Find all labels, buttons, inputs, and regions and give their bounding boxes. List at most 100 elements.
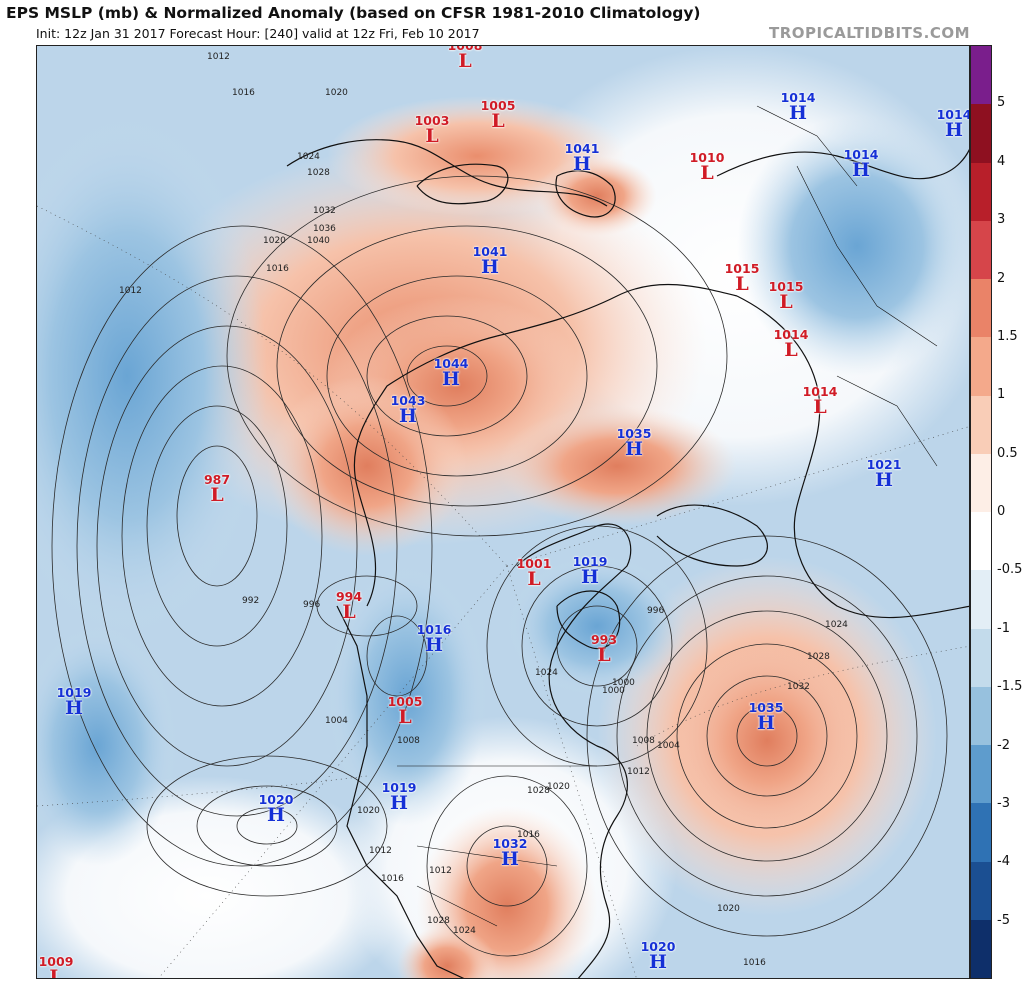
low-letter: L: [597, 643, 611, 666]
mslp-anomaly-map: 1008 L 1005 L 1003 L 1041 H 1014 H 1014 H 1014 H 1010 L…: [36, 45, 970, 979]
colorbar-tick-label: -3: [997, 795, 1010, 811]
pressure-value: 1014: [843, 147, 879, 162]
pressure-value: 1035: [748, 700, 784, 715]
isobar-label: 1004: [657, 741, 680, 751]
isobar-label: 992: [242, 596, 260, 606]
pressure-value: 1005: [480, 98, 516, 113]
chart-title: EPS MSLP (mb) & Normalized Anomaly (base…: [6, 4, 701, 22]
isobar-label: 1028: [307, 168, 330, 178]
pressure-value: 987: [203, 472, 231, 487]
high-letter: H: [757, 711, 775, 734]
pressure-value: 993: [590, 632, 618, 647]
high-letter: H: [442, 367, 460, 390]
high-pressure-center: 1021 H: [866, 457, 902, 491]
colorbar-segment: [971, 162, 991, 221]
isobar-label: 1024: [535, 668, 558, 678]
colorbar-segment: [971, 453, 991, 512]
colorbar-segment: [971, 279, 991, 338]
colorbar-segment: [971, 512, 991, 571]
pressure-value: 1021: [866, 457, 902, 472]
high-pressure-center: 1014 H: [936, 107, 970, 141]
high-letter: H: [267, 803, 285, 826]
isobar-label: 1000: [612, 678, 635, 688]
pressure-value: 1035: [616, 426, 652, 441]
colorbar-tick-label: -5: [997, 912, 1010, 928]
pressure-value: 1015: [768, 279, 804, 294]
low-letter: L: [210, 483, 224, 506]
pressure-value: 1010: [689, 150, 725, 165]
colorbar-tick-label: 3: [997, 212, 1006, 228]
high-letter: H: [945, 118, 963, 141]
colorbar-tick-label: 0: [997, 504, 1006, 519]
colorbar-segment: [971, 919, 991, 978]
colorbar-tick-label: -0.5: [997, 562, 1023, 578]
lat-lon-grid: [37, 205, 969, 978]
low-pressure-center: 993 L: [590, 632, 618, 666]
low-letter: L: [398, 705, 412, 728]
isobar-lines: [51, 175, 948, 957]
low-letter: L: [700, 161, 714, 184]
isobar-label: 996: [303, 600, 321, 610]
pressure-value: 1032: [492, 836, 528, 851]
isobar-label: 1020: [325, 88, 348, 98]
low-pressure-center: 1003 L: [414, 113, 450, 147]
anomaly-warm-alaska: [267, 376, 467, 556]
low-letter: L: [458, 49, 472, 72]
colorbar-tick-label: -4: [997, 854, 1010, 870]
low-pressure-center: 1005 L: [387, 694, 423, 728]
high-letter: H: [581, 565, 599, 588]
isobar-label: 1020: [547, 782, 570, 792]
isobar-label: 1028: [427, 916, 450, 926]
pressure-value: 1003: [414, 113, 450, 128]
colorbar-tick-label: 0.5: [997, 445, 1018, 461]
low-letter: L: [49, 965, 63, 979]
high-pressure-center: 1035 H: [748, 700, 784, 734]
colorbar-segment: [971, 395, 991, 454]
pressure-value: 1014: [936, 107, 970, 122]
low-letter: L: [784, 338, 798, 361]
low-letter: L: [527, 567, 541, 590]
low-pressure-center: 1014 L: [802, 384, 838, 418]
isobar-label: 1032: [787, 682, 810, 692]
high-pressure-center: 1035 H: [616, 426, 652, 460]
colorbar-tick-label: 1: [997, 387, 1006, 403]
high-pressure-center: 1016 H: [417, 623, 452, 655]
low-letter: L: [425, 124, 439, 147]
pressure-value: 1041: [472, 244, 508, 259]
isobar-label: 1012: [119, 286, 142, 296]
high-letter: H: [65, 696, 83, 719]
anomaly-cool-europe: [737, 116, 969, 376]
isobar-label: 1012: [627, 767, 650, 777]
anomaly-cool-canada: [327, 566, 487, 826]
colorbar-segment: [971, 861, 991, 920]
high-pressure-center: 1014 H: [781, 91, 816, 124]
anomaly-cool-pacific: [37, 116, 267, 636]
low-letter: L: [813, 395, 827, 418]
pressure-value: 1014: [802, 384, 838, 399]
isobar-label: 996: [647, 606, 665, 616]
low-letter: L: [735, 272, 749, 295]
pressure-value: 1015: [724, 261, 760, 276]
high-letter: H: [875, 468, 893, 491]
isobar-label: 1004: [325, 716, 348, 726]
colorbar-tick-label: -2: [997, 737, 1010, 753]
colorbar-tick-label: -1: [997, 620, 1010, 636]
high-letter: H: [625, 437, 643, 460]
isobar-label: 1040: [307, 236, 330, 246]
isobar-label: 1016: [743, 958, 766, 968]
colorbar-tick-label: 2: [997, 270, 1006, 286]
isobar-label: 1020: [717, 904, 740, 914]
high-letter: H: [789, 101, 807, 124]
high-letter: H: [501, 847, 519, 870]
low-pressure-center: 1014 L: [774, 328, 809, 361]
isobar-label: 1016: [381, 874, 404, 884]
isobar-label: 1008: [632, 736, 655, 746]
high-letter: H: [573, 152, 591, 175]
pressure-value: 1005: [387, 694, 423, 709]
anomaly-warm-atlantic-core: [677, 646, 857, 836]
low-pressure-center: 994 L: [336, 590, 362, 622]
colorbar-segment: [971, 628, 991, 687]
colorbar-segment: [971, 337, 991, 396]
high-pressure-center: 1020 H: [641, 940, 676, 972]
pressure-value: 1019: [381, 780, 417, 795]
